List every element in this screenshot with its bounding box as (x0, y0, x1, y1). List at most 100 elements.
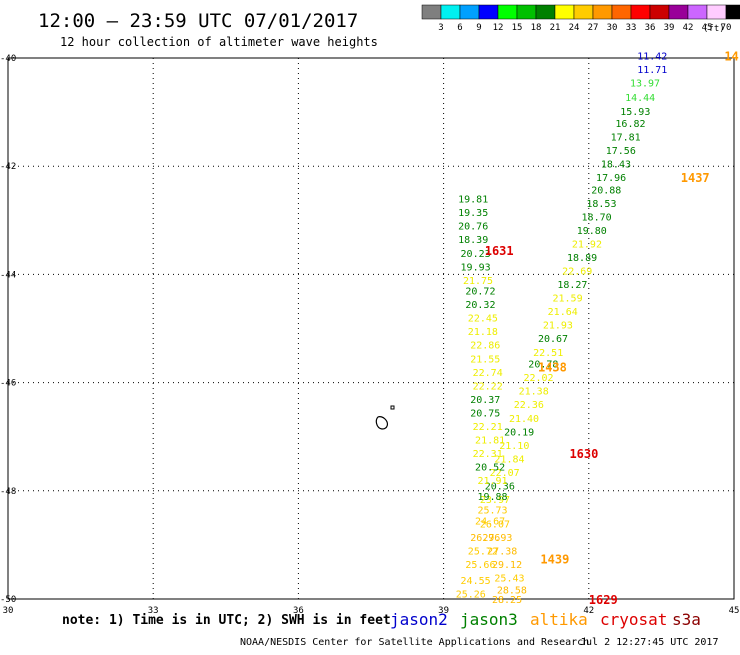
x-tick-label: 36 (293, 606, 304, 616)
colorbar-tick-label: 21 (550, 23, 561, 33)
wave-height-label: 22.21 (473, 422, 503, 433)
footer-credit: NOAA/NESDIS Center for Satellite Applica… (240, 637, 589, 648)
wave-height-label: 18.70 (582, 213, 612, 224)
pass-time-label: 1629 (589, 593, 618, 607)
wave-height-label: 26.96 (470, 533, 500, 544)
legend-jason3: jason3 (460, 610, 518, 629)
y-tick-label: -40 (0, 54, 16, 64)
wave-height-label: 22.07 (490, 468, 520, 479)
wave-height-label: 18.27 (557, 280, 587, 291)
wave-height-label: 21.38 (519, 387, 549, 398)
wave-height-label: 22.36 (514, 400, 544, 411)
y-tick-label: -42 (0, 162, 16, 172)
colorbar-swatch (706, 4, 727, 20)
wave-height-label: 21.92 (572, 240, 602, 251)
wave-height-label: 20.67 (538, 334, 568, 345)
colorbar-swatch (478, 4, 499, 20)
pass-time-label: 1439 (540, 552, 569, 566)
pass-time-label: 14.3 (724, 49, 740, 63)
wave-height-label: 25.43 (494, 573, 524, 584)
colorbar-swatch (592, 4, 613, 20)
wave-height-label: 23.97 (480, 495, 510, 506)
colorbar-tick-label: 27 (588, 23, 599, 33)
grid (8, 58, 734, 599)
wave-height-label: 20.76 (458, 222, 488, 233)
wave-height-label: 21.84 (494, 454, 524, 465)
legend-s3a: s3a (672, 610, 701, 629)
colorbar-swatch (649, 4, 670, 20)
wave-height-label: 21.91 (477, 476, 507, 487)
wave-height-label: 22.86 (470, 341, 500, 352)
colorbar-tick-label: 33 (626, 23, 637, 33)
y-tick-labels: -40 -42 -44 -46 -48 -50 (0, 54, 16, 605)
wave-height-label: 21.18 (468, 327, 498, 338)
wave-height-label: 28.25 (492, 595, 522, 606)
colorbar-swatch (421, 4, 442, 20)
wave-height-label: 19.81 (458, 195, 488, 206)
wave-height-label: 17.56 (606, 146, 636, 157)
wave-height-label: 22.51 (533, 348, 563, 359)
colorbar: 3 6 9 12 15 18 21 24 27 30 33 36 39 42 45 70 (421, 4, 740, 33)
colorbar-tick-label: 45 (702, 23, 713, 33)
colorbar-tick-label: 39 (664, 23, 675, 33)
y-tick-label: -50 (0, 595, 16, 605)
wave-height-label: 18.39 (458, 235, 488, 246)
wave-height-label: 18.43 (601, 159, 631, 170)
legend-altika: altika (530, 610, 588, 629)
footer-timestamp: Jul 2 12:27:45 UTC 2017 (580, 637, 718, 648)
wave-height-label: 22.22 (473, 381, 503, 392)
colorbar-tick-label: 6 (457, 23, 462, 33)
wave-height-label: 24.67 (475, 517, 505, 528)
wave-height-label: 14.44 (625, 93, 655, 104)
wave-height-label: 20.37 (470, 395, 500, 406)
colorbar-swatch (554, 4, 575, 20)
wave-height-label: 20.72 (465, 287, 495, 298)
wave-height-label: 21.75 (463, 276, 493, 287)
wave-height-label: 11.42 (637, 51, 667, 62)
figure-title: 12:00 – 23:59 UTC 07/01/2017 (38, 10, 358, 32)
wave-height-label: 20.88 (591, 185, 621, 196)
island-small (390, 405, 395, 410)
colorbar-swatch (497, 4, 518, 20)
wave-height-label: 15.93 (620, 107, 650, 118)
wave-height-label: 20.32 (465, 300, 495, 311)
pass-time-labels: 14.3 1437 1631 1438 1630 1439 1629 (485, 49, 740, 607)
colorbar-swatch (440, 4, 461, 20)
wave-height-label: 20.36 (485, 481, 515, 492)
footer-note: note: 1) Time is in UTC; 2) SWH is in fe… (62, 613, 391, 628)
wave-height-label: 21.10 (499, 441, 529, 452)
wave-height-label: 19.80 (577, 226, 607, 237)
colorbar-tick-label: 36 (645, 23, 656, 33)
x-tick-label: 42 (583, 606, 594, 616)
colorbar-swatch (725, 4, 740, 20)
wave-height-label: 21.93 (543, 321, 573, 332)
colorbar-swatch (459, 4, 480, 20)
legend-cryosat: cryosat (600, 610, 667, 629)
wave-height-label: 21.64 (548, 307, 578, 318)
pass-time-label: 1437 (681, 171, 710, 185)
wave-height-label: 20.52 (475, 462, 505, 473)
colorbar-swatch (630, 4, 651, 20)
wave-height-label: 27.93 (482, 533, 512, 544)
x-tick-label: 39 (438, 606, 449, 616)
wave-height-label: 20.19 (504, 427, 534, 438)
wave-height-label: 19.88 (477, 492, 507, 503)
wave-height-label: 24.55 (461, 576, 491, 587)
wave-height-label: 21.55 (470, 354, 500, 365)
colorbar-tick-label: 24 (569, 23, 580, 33)
wave-height-label: 27.38 (487, 546, 517, 557)
island-outline (375, 405, 395, 430)
colorbar-swatch (573, 4, 594, 20)
wave-height-label: 21.40 (509, 414, 539, 425)
wave-height-label: 11.71 (637, 65, 667, 76)
wave-height-label: 25.73 (477, 506, 507, 517)
colorbar-swatch (535, 4, 556, 20)
colorbar-tick-label: 12 (493, 23, 504, 33)
colorbar-swatch (516, 4, 537, 20)
wave-height-label: 28.58 (497, 585, 527, 596)
wave-height-label: 29.12 (492, 560, 522, 571)
wave-height-label: 17.81 (611, 132, 641, 143)
pass-time-label: 1438 (538, 360, 567, 374)
x-tick-label: 33 (148, 606, 159, 616)
